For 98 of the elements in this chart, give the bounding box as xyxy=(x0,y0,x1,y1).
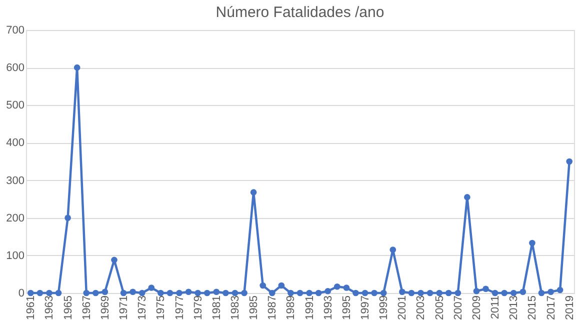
point xyxy=(158,290,164,296)
x-tick-label: 1963 xyxy=(44,296,56,320)
y-tick-label: 600 xyxy=(6,62,24,74)
y-tick-label: 100 xyxy=(6,250,24,262)
point xyxy=(473,288,480,294)
point xyxy=(204,290,210,296)
point xyxy=(74,64,80,71)
point xyxy=(166,290,174,296)
point xyxy=(36,290,44,296)
x-tick-label: 2011 xyxy=(490,296,502,320)
x-tick-label: 2005 xyxy=(434,296,446,320)
point xyxy=(501,290,508,296)
point xyxy=(194,290,201,296)
x-tick-label: 1965 xyxy=(62,296,74,320)
point xyxy=(408,290,415,296)
x-tick-label: 2019 xyxy=(564,296,576,320)
point xyxy=(426,290,434,296)
point xyxy=(250,189,257,196)
y-tick-label: 500 xyxy=(6,100,24,112)
x-tick-label: 2017 xyxy=(545,296,558,320)
x-tick-label: 1981 xyxy=(210,296,223,320)
point xyxy=(343,284,350,291)
point xyxy=(232,290,238,296)
point xyxy=(241,290,248,296)
y-tick-label: 0 xyxy=(18,288,24,300)
point xyxy=(92,290,99,296)
point xyxy=(185,288,192,296)
point xyxy=(566,158,573,165)
point xyxy=(315,290,322,296)
x-tick-label: 2013 xyxy=(508,296,520,320)
point xyxy=(83,290,90,296)
point xyxy=(55,290,62,296)
point xyxy=(222,290,229,296)
x-tick-label: 1975 xyxy=(155,296,168,320)
x-tick-label: 1993 xyxy=(322,296,334,320)
point xyxy=(380,290,387,296)
point xyxy=(64,214,71,222)
point xyxy=(176,290,182,296)
x-tick-label: 1987 xyxy=(266,296,279,320)
point xyxy=(148,284,155,291)
point xyxy=(362,290,368,296)
point xyxy=(111,256,118,264)
point xyxy=(278,282,285,289)
x-tick-label: 2001 xyxy=(396,296,409,320)
point xyxy=(288,290,294,296)
point xyxy=(130,288,136,296)
point xyxy=(306,290,312,296)
x-tick-label: 1971 xyxy=(118,296,130,320)
point xyxy=(556,286,564,294)
x-tick-label: 1977 xyxy=(174,296,186,320)
x-tick-label: 1961 xyxy=(25,296,38,320)
point xyxy=(296,290,304,296)
point xyxy=(352,290,359,296)
point xyxy=(529,240,536,246)
point xyxy=(138,290,146,296)
x-tick-label: 1997 xyxy=(360,296,372,320)
x-tick-label: 1999 xyxy=(378,296,390,320)
x-tick-label: 2009 xyxy=(470,296,483,320)
y-tick-label: 400 xyxy=(6,137,24,150)
point xyxy=(371,290,378,296)
point xyxy=(482,286,489,292)
y-tick-label: 200 xyxy=(6,212,24,224)
point xyxy=(436,290,442,296)
point xyxy=(268,290,276,296)
x-tick-label: 2007 xyxy=(452,296,464,320)
point xyxy=(213,288,220,296)
point xyxy=(520,288,526,296)
y-tick-label: 300 xyxy=(6,174,24,187)
x-tick-label: 1969 xyxy=(99,296,112,320)
point xyxy=(334,283,340,290)
point xyxy=(27,290,34,296)
point xyxy=(390,246,396,253)
chart-title: Número Fatalidades /ano xyxy=(216,4,384,21)
point xyxy=(454,290,462,296)
point xyxy=(399,288,406,296)
x-tick-label: 1995 xyxy=(340,296,353,320)
point xyxy=(492,290,498,296)
point xyxy=(260,282,266,289)
x-tick-label: 1979 xyxy=(192,296,204,320)
point xyxy=(46,290,52,296)
point xyxy=(548,288,554,296)
x-tick-label: 2015 xyxy=(526,296,539,320)
x-tick-label: 1989 xyxy=(285,296,298,320)
x-tick-label: 1985 xyxy=(248,296,260,320)
x-tick-label: 2003 xyxy=(415,296,428,320)
x-tick-label: 1983 xyxy=(229,296,242,320)
point xyxy=(538,290,545,296)
point xyxy=(324,288,332,294)
point xyxy=(445,290,452,296)
y-tick-label: 700 xyxy=(6,24,24,36)
point xyxy=(464,194,470,200)
point xyxy=(510,290,517,296)
point xyxy=(418,290,424,296)
point xyxy=(102,288,108,296)
x-tick-label: 1967 xyxy=(80,296,93,320)
point xyxy=(120,290,127,296)
x-tick-label: 1973 xyxy=(136,296,149,320)
x-tick-label: 1991 xyxy=(304,296,316,320)
